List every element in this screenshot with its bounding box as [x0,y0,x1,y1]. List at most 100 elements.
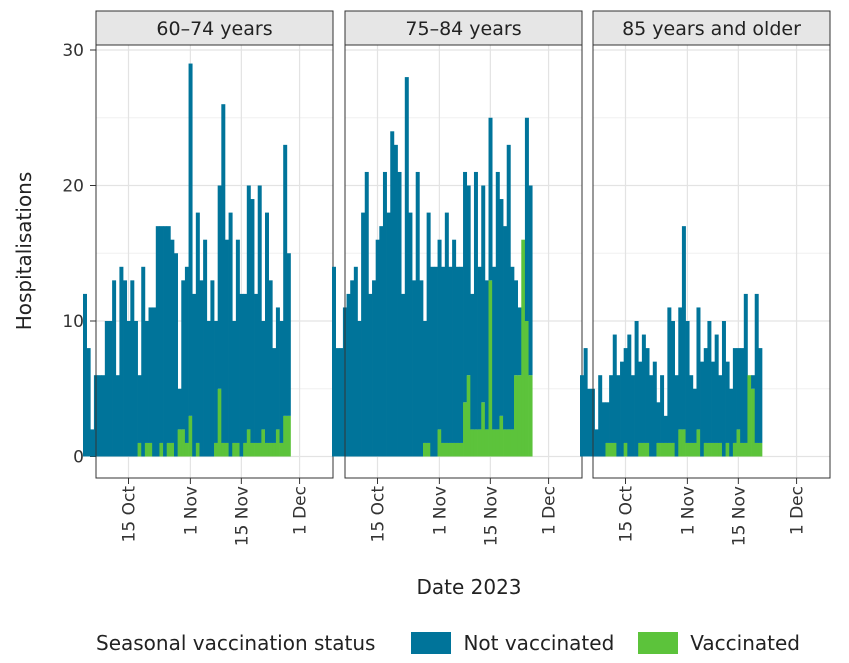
bar-not-vaccinated [397,171,402,457]
bar-vaccinated [283,415,288,457]
bar-vaccinated [452,442,457,457]
bar-vaccinated [250,442,255,457]
bar-not-vaccinated [740,348,745,443]
legend-key-vaccinated [638,632,679,654]
bar-not-vaccinated [441,266,446,443]
bar-vaccinated [707,442,712,457]
bar-not-vaccinated [86,348,91,457]
bar-not-vaccinated [674,375,679,457]
bar-not-vaccinated [152,307,157,457]
y-tick-label: 0 [73,448,84,468]
bar-not-vaccinated [714,334,719,443]
bar-vaccinated [503,429,508,457]
bar-not-vaccinated [419,280,424,457]
bar-not-vaccinated [243,293,248,443]
bar-vaccinated [159,442,164,457]
x-axis-title: Date 2023 [416,575,521,599]
bar-vaccinated [184,442,189,457]
bar-vaccinated [656,442,661,457]
bar-not-vaccinated [685,321,690,443]
bar-not-vaccinated [246,185,251,430]
bar-not-vaccinated [711,361,716,443]
x-tick-label: 1 Dec [291,486,311,535]
bar-not-vaccinated [382,171,387,457]
bar-not-vaccinated [481,185,486,403]
bar-not-vaccinated [506,144,511,430]
bar-vaccinated [685,442,690,457]
facet-strip [592,10,831,46]
bar-not-vaccinated [634,321,639,457]
bar-vaccinated [466,375,471,457]
bar-vaccinated [217,388,222,457]
x-tick-label: 1 Nov [181,486,201,535]
facet-panel: 85 years and older 15 Oct 1 Nov 15 Nov 1 Dec [580,10,831,546]
bar-vaccinated [265,442,269,457]
bar-not-vaccinated [510,266,515,430]
bar-not-vaccinated [174,253,178,457]
bar-vaccinated [758,442,763,457]
bar-vaccinated [254,442,259,457]
bar-not-vaccinated [689,375,694,443]
bar-not-vaccinated [346,293,351,457]
bar-not-vaccinated [283,144,288,416]
bar-not-vaccinated [707,321,712,443]
bar-vaccinated [524,321,529,457]
bar-not-vaccinated [353,266,358,457]
bar-vaccinated [444,442,449,457]
bar-not-vaccinated [678,307,683,430]
bar-not-vaccinated [580,375,584,457]
bar-not-vaccinated [671,321,675,443]
bar-not-vaccinated [473,171,478,430]
bar-vaccinated [492,429,497,457]
bar-not-vaccinated [667,307,672,443]
bar-not-vaccinated [623,348,628,443]
bar-not-vaccinated [379,226,384,457]
bar-vaccinated [459,442,464,457]
bar-vaccinated [645,442,650,457]
x-tick-label: 15 Oct [617,486,637,543]
bar-not-vaccinated [386,212,391,457]
bar-not-vaccinated [700,361,705,457]
bar-not-vaccinated [199,280,204,457]
bar-not-vaccinated [703,348,708,443]
bar-not-vaccinated [463,171,468,403]
bar-not-vaccinated [455,266,460,443]
bar-vaccinated [232,442,237,457]
bar-not-vaccinated [415,171,420,457]
bar-not-vaccinated [627,334,632,457]
bar-vaccinated [609,442,614,457]
bar-not-vaccinated [517,307,522,376]
bar-not-vaccinated [404,77,409,457]
bar-vaccinated [506,429,511,457]
x-tick-label: 1 Nov [430,486,450,535]
y-tick-label: 30 [62,41,84,61]
legend-title: Seasonal vaccination status [96,631,376,655]
facet-title: 60–74 years [156,18,272,40]
bar-vaccinated [754,442,759,457]
bar-not-vaccinated [452,239,457,443]
bar-not-vaccinated [195,212,200,443]
bar-not-vaccinated [426,212,431,443]
bar-vaccinated [235,442,240,457]
bar-not-vaccinated [736,348,741,430]
bar-not-vaccinated [265,212,269,443]
bar-vaccinated [224,442,229,457]
bar-not-vaccinated [718,375,723,443]
bar-not-vaccinated [206,321,211,457]
bar-not-vaccinated [412,280,417,457]
bar-not-vaccinated [123,280,128,457]
facet-panel: 75–84 years 15 Oct 1 Nov 15 Nov 1 Dec [332,10,583,546]
bar-not-vaccinated [484,280,489,430]
bar-vaccinated [671,442,675,457]
bar-vaccinated [510,429,515,457]
bar-vaccinated [177,429,182,457]
bar-not-vaccinated [286,253,291,416]
bar-vaccinated [732,442,737,457]
bar-not-vaccinated [721,321,726,457]
bar-not-vaccinated [148,307,153,443]
bar-vaccinated [470,429,475,457]
bar-not-vaccinated [616,375,621,457]
bar-not-vaccinated [239,293,244,457]
bar-not-vaccinated [681,226,686,430]
